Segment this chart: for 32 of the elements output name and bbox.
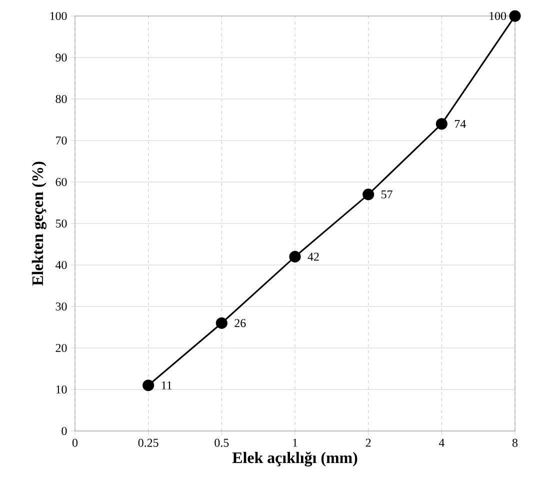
y-tick-label: 10 xyxy=(56,385,67,394)
y-tick-label: 20 xyxy=(56,344,67,352)
y-tick-label: 80 xyxy=(56,94,67,104)
point xyxy=(362,188,374,200)
point xyxy=(289,250,301,262)
data-label: 100 xyxy=(490,12,506,20)
x-tick-label: 0.5 xyxy=(214,438,229,447)
y-tick-label: 60 xyxy=(56,178,67,186)
y-tick-label: 70 xyxy=(56,136,67,145)
y-tick-label: 90 xyxy=(56,53,67,62)
y-tick-label: 30 xyxy=(56,302,67,311)
x-tick-label: 4 xyxy=(438,438,444,447)
data-label: 42 xyxy=(308,252,319,261)
data-label: 74 xyxy=(454,120,466,128)
y-tick-label: 100 xyxy=(50,12,67,20)
y-tick-label: 0 xyxy=(62,426,67,436)
point xyxy=(436,118,448,130)
y-axis-title: Elekten geçen (%) xyxy=(32,162,46,286)
x-tick-label: 0.25 xyxy=(138,438,158,447)
x-tick-label: 8 xyxy=(512,438,518,447)
x-tick-label: 2 xyxy=(366,438,371,447)
point xyxy=(216,317,228,329)
y-tick-label: 40 xyxy=(56,260,67,270)
x-tick-label: 1 xyxy=(293,438,298,447)
data-label: 26 xyxy=(234,319,246,328)
data-label: 57 xyxy=(382,190,392,198)
data-label: 11 xyxy=(162,381,172,390)
y-tick-label: 50 xyxy=(56,219,67,228)
point xyxy=(142,380,154,392)
x-tick-label: 0 xyxy=(72,438,78,447)
x-axis-title: Elek açıklığı (mm) xyxy=(232,452,358,466)
point xyxy=(509,10,521,22)
